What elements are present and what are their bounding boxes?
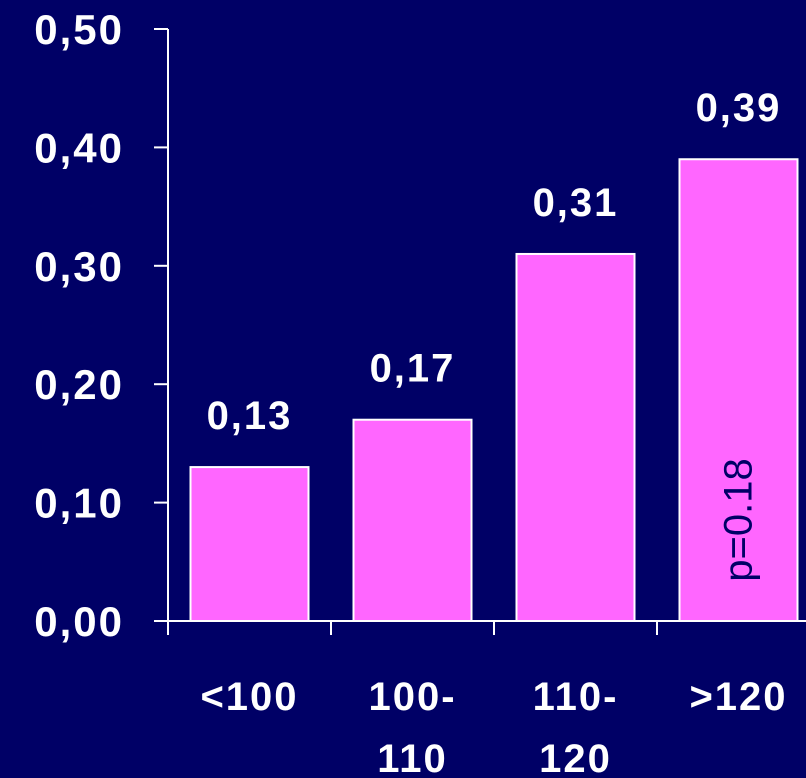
- category-labels: <100 100- 110 110- 120 >120: [200, 675, 787, 778]
- bar: [352, 418, 473, 622]
- bars: [189, 158, 799, 623]
- x-category-label: 110: [377, 737, 448, 778]
- y-tick-label: 0,40: [34, 124, 124, 171]
- y-tick-label: 0,00: [34, 598, 124, 645]
- bar-value-label: 0,39: [696, 86, 782, 130]
- x-category-label: >120: [689, 675, 787, 719]
- p-value-annotation: p=0.18: [717, 458, 761, 581]
- y-tick-label: 0,50: [34, 6, 124, 53]
- x-axis: [167, 620, 806, 635]
- data-labels: 0,13 0,17 0,31 0,39: [207, 86, 782, 438]
- y-tick-label: 0,10: [34, 480, 124, 527]
- x-category-label: <100: [200, 675, 298, 719]
- bar-value-label: 0,13: [207, 394, 293, 438]
- y-axis: 0,00 0,10 0,20 0,30 0,40 0,50: [34, 6, 169, 645]
- bar: [678, 158, 799, 623]
- x-category-label: 100-: [368, 675, 456, 719]
- bar: [515, 252, 636, 623]
- y-tick-label: 0,20: [34, 361, 124, 408]
- y-tick-label: 0,30: [34, 243, 124, 290]
- x-category-label: 120: [539, 737, 612, 778]
- bar-value-label: 0,17: [370, 347, 456, 391]
- bar: [189, 466, 310, 622]
- x-category-label: 110-: [533, 675, 619, 719]
- bar-value-label: 0,31: [533, 181, 619, 225]
